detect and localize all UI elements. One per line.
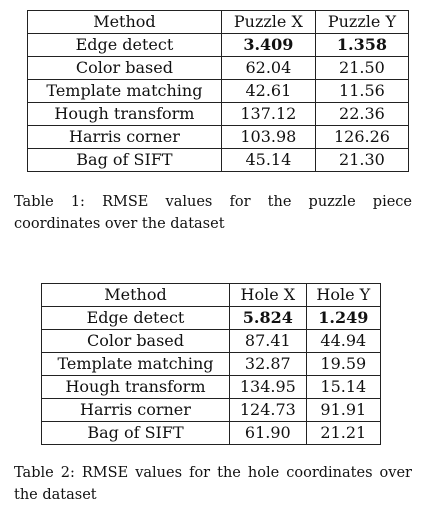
puzzle-y-cell: 1.358 bbox=[314, 33, 410, 57]
table-row: Color based 62.04 21.50 bbox=[27, 56, 410, 80]
table-row: Edge detect 5.824 1.249 bbox=[41, 306, 382, 330]
header-hole-x: Hole X bbox=[228, 283, 307, 307]
puzzle-rmse-table: Method Puzzle X Puzzle Y Edge detect 3.4… bbox=[27, 10, 410, 172]
method-cell: Harris corner bbox=[41, 398, 230, 422]
hole-x-cell: 5.824 bbox=[228, 306, 307, 330]
table-row: Harris corner 103.98 126.26 bbox=[27, 125, 410, 149]
hole-x-cell: 61.90 bbox=[228, 421, 307, 445]
table-row: Template matching 42.61 11.56 bbox=[27, 79, 410, 103]
method-cell: Bag of SIFT bbox=[41, 421, 230, 445]
header-puzzle-y: Puzzle Y bbox=[314, 10, 410, 34]
hole-y-cell: 15.14 bbox=[305, 375, 382, 399]
hole-x-cell: 124.73 bbox=[228, 398, 307, 422]
puzzle-x-cell: 45.14 bbox=[220, 148, 316, 172]
puzzle-y-cell: 21.50 bbox=[314, 56, 410, 80]
table-header-row: Method Puzzle X Puzzle Y bbox=[27, 10, 410, 34]
puzzle-x-cell: 42.61 bbox=[220, 79, 316, 103]
puzzle-x-cell: 103.98 bbox=[220, 125, 316, 149]
table-caption: Table 2: RMSE values for the hole coordi… bbox=[14, 465, 412, 503]
table-row: Harris corner 124.73 91.91 bbox=[41, 398, 382, 422]
hole-x-cell: 32.87 bbox=[228, 352, 307, 376]
method-cell: Hough transform bbox=[41, 375, 230, 399]
hole-y-cell: 19.59 bbox=[305, 352, 382, 376]
hole-y-cell: 1.249 bbox=[305, 306, 382, 330]
puzzle-x-cell: 137.12 bbox=[220, 102, 316, 126]
method-cell: Bag of SIFT bbox=[27, 148, 222, 172]
hole-x-cell: 134.95 bbox=[228, 375, 307, 399]
header-method: Method bbox=[27, 10, 222, 34]
method-cell: Template matching bbox=[41, 352, 230, 376]
table-row: Hough transform 137.12 22.36 bbox=[27, 102, 410, 126]
table-row: Edge detect 3.409 1.358 bbox=[27, 33, 410, 57]
table-header-row: Method Hole X Hole Y bbox=[41, 283, 382, 307]
hole-y-cell: 44.94 bbox=[305, 329, 382, 353]
hole-y-cell: 21.21 bbox=[305, 421, 382, 445]
header-puzzle-x: Puzzle X bbox=[220, 10, 316, 34]
method-cell: Color based bbox=[27, 56, 222, 80]
hole-rmse-table: Method Hole X Hole Y Edge detect 5.824 1… bbox=[41, 283, 382, 445]
method-cell: Hough transform bbox=[27, 102, 222, 126]
puzzle-y-cell: 11.56 bbox=[314, 79, 410, 103]
puzzle-x-cell: 3.409 bbox=[220, 33, 316, 57]
table-row: Bag of SIFT 45.14 21.30 bbox=[27, 148, 410, 172]
table-row: Hough transform 134.95 15.14 bbox=[41, 375, 382, 399]
method-cell: Edge detect bbox=[41, 306, 230, 330]
table-row: Color based 87.41 44.94 bbox=[41, 329, 382, 353]
puzzle-y-cell: 22.36 bbox=[314, 102, 410, 126]
method-cell: Template matching bbox=[27, 79, 222, 103]
hole-y-cell: 91.91 bbox=[305, 398, 382, 422]
method-cell: Harris corner bbox=[27, 125, 222, 149]
hole-x-cell: 87.41 bbox=[228, 329, 307, 353]
method-cell: Edge detect bbox=[27, 33, 222, 57]
table-caption: Table 1: RMSE values for the puzzle piec… bbox=[14, 194, 412, 232]
puzzle-y-cell: 126.26 bbox=[314, 125, 410, 149]
puzzle-x-cell: 62.04 bbox=[220, 56, 316, 80]
table-row: Template matching 32.87 19.59 bbox=[41, 352, 382, 376]
puzzle-y-cell: 21.30 bbox=[314, 148, 410, 172]
method-cell: Color based bbox=[41, 329, 230, 353]
header-method: Method bbox=[41, 283, 230, 307]
table-row: Bag of SIFT 61.90 21.21 bbox=[41, 421, 382, 445]
header-hole-y: Hole Y bbox=[305, 283, 382, 307]
